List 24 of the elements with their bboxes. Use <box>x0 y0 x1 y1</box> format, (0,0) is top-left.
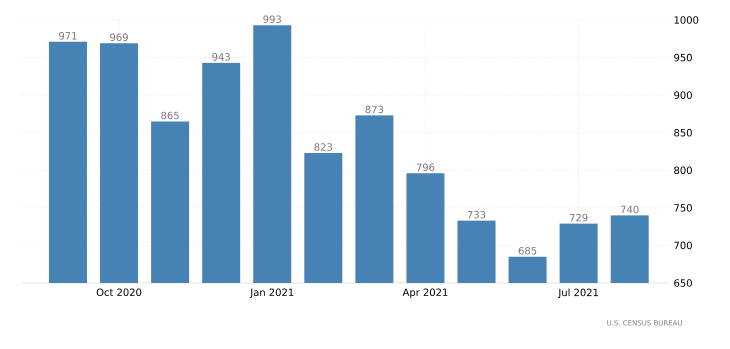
data-label: 969 <box>110 34 128 42</box>
x-tick-label: Oct 2020 <box>96 288 142 296</box>
data-label: 685 <box>518 246 536 254</box>
y-tick-label: 950 <box>674 54 692 62</box>
data-label: 796 <box>416 164 434 172</box>
y-tick-label: 1000 <box>674 16 698 24</box>
x-tick-label: Apr 2021 <box>402 288 448 298</box>
y-tick-label: 700 <box>674 242 692 250</box>
data-label: 740 <box>621 206 639 214</box>
data-label: 873 <box>366 106 384 114</box>
data-label: 733 <box>468 210 486 218</box>
data-label: 823 <box>314 143 332 151</box>
y-tick-label: 850 <box>674 128 692 136</box>
x-tick-label: Jul 2021 <box>558 288 598 298</box>
y-tick-label: 750 <box>674 204 692 212</box>
x-tick-label: Jan 2021 <box>250 288 294 298</box>
data-label: 729 <box>570 214 588 222</box>
y-tick-label: 800 <box>674 166 692 174</box>
y-tick-label: 650 <box>674 279 692 287</box>
data-label: 865 <box>161 112 179 120</box>
data-label: 943 <box>212 53 230 61</box>
data-label: 993 <box>263 16 281 24</box>
data-label: 971 <box>59 32 77 40</box>
y-tick-label: 900 <box>674 91 692 99</box>
